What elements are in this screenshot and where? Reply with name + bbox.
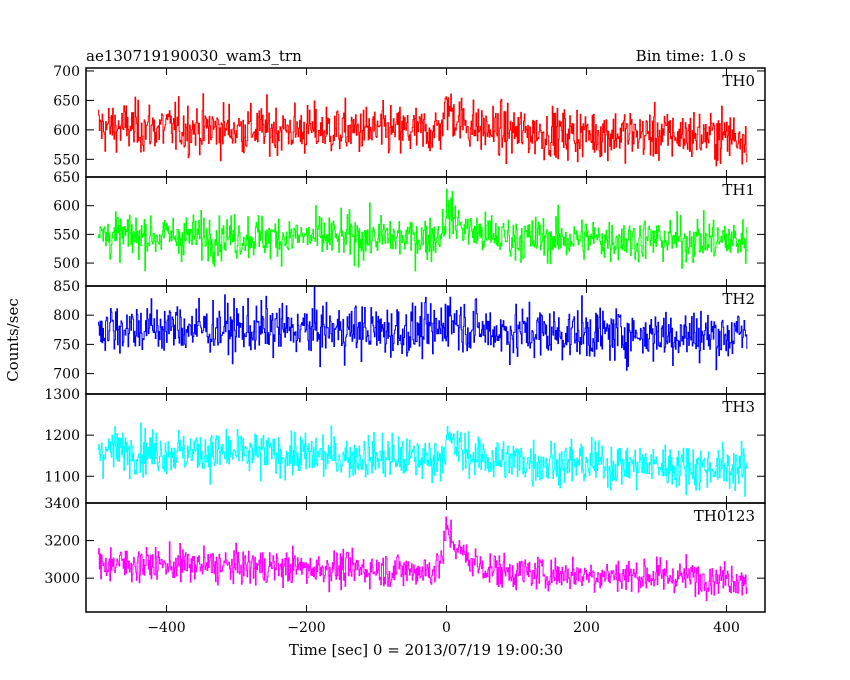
panel-label-th3: TH3 (722, 398, 755, 416)
series-line-th0 (97, 93, 748, 167)
series-line-th0123 (97, 516, 748, 602)
series-line-th2 (97, 286, 748, 371)
y-axis-label: Counts/sec (4, 298, 22, 382)
panel-th3: 1100 1200 1300 TH3 (44, 387, 766, 504)
y-tick-label: 3200 (44, 534, 80, 550)
y-tick-label: 3400 (44, 496, 80, 512)
y-tick-label: 550 (53, 227, 80, 243)
panel-th0: 550 600 650 700 TH0 (53, 64, 766, 178)
panel-th1: 500 550 600 650 TH1 (53, 170, 766, 287)
y-tick-label: 650 (53, 170, 80, 186)
panel-label-th2: TH2 (722, 290, 755, 308)
x-tick-label: 200 (573, 620, 600, 636)
panel-label-th0: TH0 (722, 72, 755, 90)
y-tick-label: 550 (53, 152, 80, 168)
panel-frame (85, 502, 766, 613)
y-tick-label: 600 (53, 123, 80, 139)
x-tick-label: −400 (147, 620, 185, 636)
y-tick-label: 750 (53, 337, 80, 353)
y-tick-label: 850 (53, 279, 80, 295)
series-line-th3 (97, 422, 748, 497)
y-tick-label: 800 (53, 308, 80, 324)
x-axis-label: Time [sec] 0 = 2013/07/19 19:00:30 (289, 641, 563, 659)
x-tick-label: −200 (287, 620, 325, 636)
panel-th0123: 3000 3200 3400 TH0123 (44, 496, 766, 613)
x-tick-label: 400 (713, 620, 740, 636)
y-tick-label: 700 (53, 367, 80, 383)
bin-time-label: Bin time: 1.0 s (636, 47, 746, 65)
y-tick-label: 700 (53, 64, 80, 80)
y-tick-label: 650 (53, 93, 80, 109)
panel-label-th1: TH1 (722, 181, 755, 199)
panel-label-th0123: TH0123 (694, 507, 755, 525)
series-line-th1 (97, 188, 748, 272)
y-tick-label: 1100 (44, 469, 80, 485)
chart-title: ae130719190030_wam3_trn (86, 47, 302, 65)
y-tick-label: 1200 (44, 428, 80, 444)
y-tick-label: 600 (53, 199, 80, 215)
y-tick-label: 500 (53, 256, 80, 272)
y-tick-label: 3000 (44, 571, 80, 587)
panel-th2: 700 750 800 850 TH2 (53, 279, 766, 395)
x-axis: −400 −200 0 200 400 (147, 620, 740, 636)
x-tick-label: 0 (442, 620, 451, 636)
y-tick-label: 1300 (44, 387, 80, 403)
